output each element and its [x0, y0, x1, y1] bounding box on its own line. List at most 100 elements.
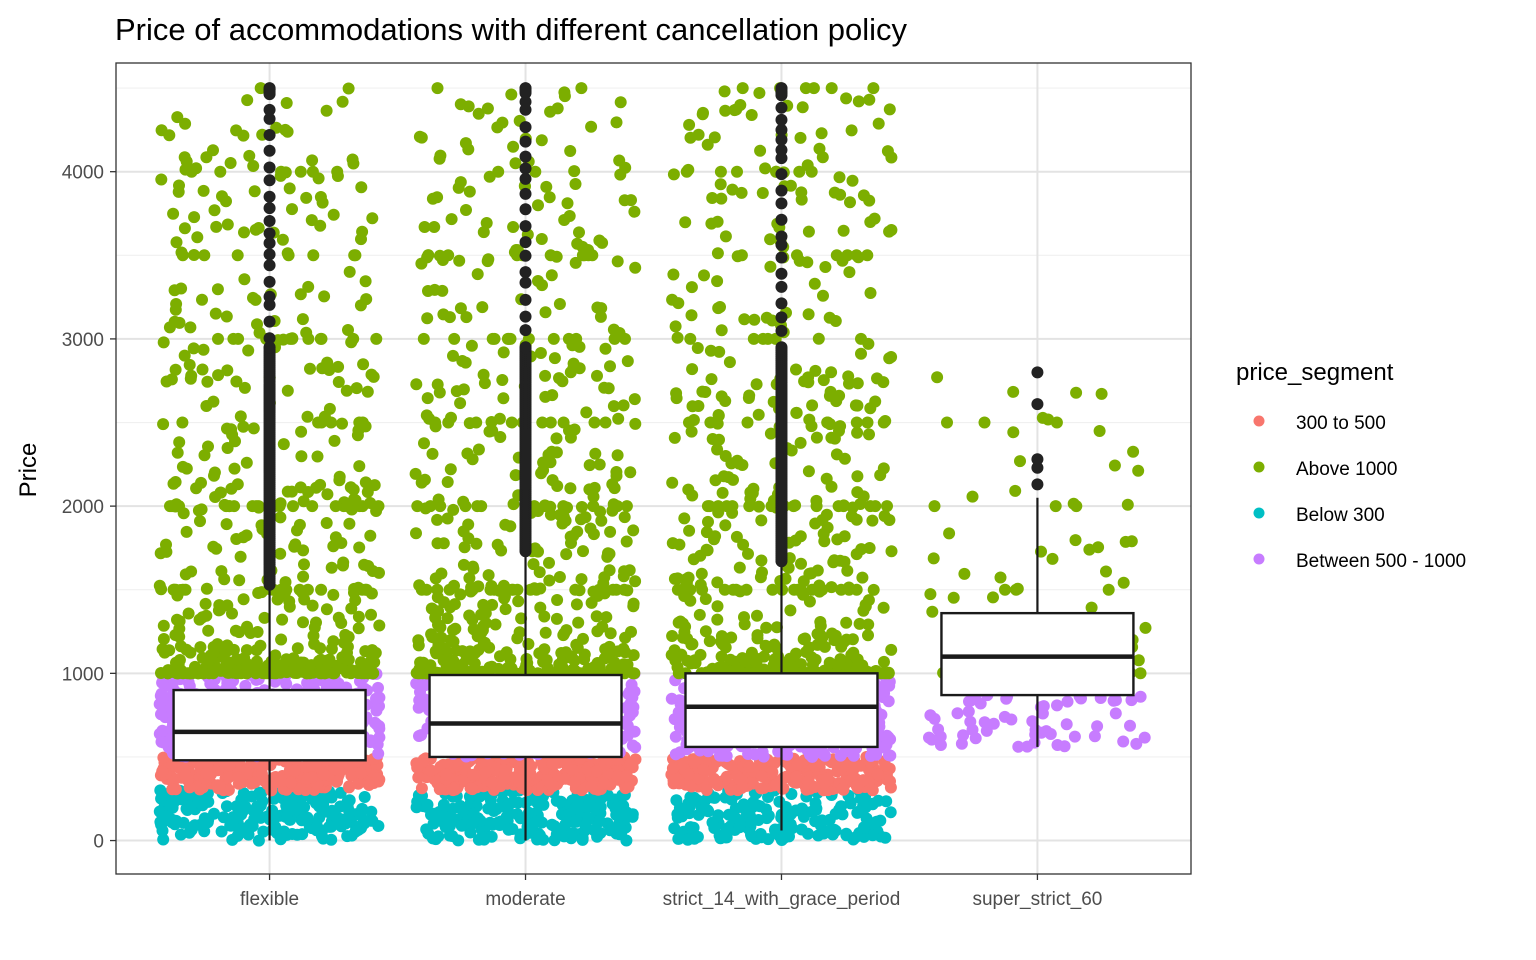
- jitter-point: [494, 431, 507, 443]
- jitter-point: [585, 596, 598, 609]
- jitter-point: [720, 500, 733, 513]
- jitter-point: [751, 609, 763, 622]
- jitter-point: [607, 400, 620, 413]
- jitter-point: [872, 117, 885, 130]
- jitter-point: [485, 830, 498, 843]
- jitter-point: [796, 101, 809, 114]
- legend-label: Between 500 - 1000: [1296, 551, 1466, 572]
- jitter-point: [431, 82, 444, 95]
- jitter-point: [1121, 498, 1134, 511]
- jitter-point: [1108, 459, 1121, 472]
- jitter-point: [838, 555, 851, 568]
- jitter-point: [816, 631, 829, 644]
- jitter-point: [762, 791, 774, 803]
- jitter-point: [418, 221, 431, 233]
- jitter-point: [790, 363, 802, 376]
- jitter-point: [551, 594, 564, 606]
- jitter-point: [512, 796, 525, 809]
- jitter-point: [288, 540, 301, 553]
- jitter-point: [237, 593, 250, 606]
- jitter-point: [852, 251, 865, 264]
- jitter-point: [497, 579, 510, 592]
- jitter-point: [353, 541, 366, 554]
- jitter-point: [856, 571, 869, 584]
- jitter-point: [513, 775, 526, 788]
- jitter-point: [365, 608, 377, 621]
- outlier-point: [263, 202, 276, 215]
- outlier-point: [775, 341, 788, 354]
- jitter-point: [1007, 426, 1020, 439]
- jitter-point: [364, 497, 377, 509]
- jitter-point: [593, 814, 606, 827]
- jitter-point: [747, 482, 760, 495]
- jitter-point: [604, 627, 617, 640]
- jitter-point: [679, 216, 692, 229]
- jitter-point: [157, 789, 170, 802]
- jitter-point: [454, 176, 467, 189]
- jitter-point: [722, 808, 735, 821]
- jitter-point: [838, 530, 851, 543]
- jitter-point: [823, 656, 836, 669]
- jitter-point: [347, 332, 360, 345]
- jitter-point: [712, 409, 725, 421]
- jitter-point: [817, 374, 830, 387]
- jitter-point: [446, 802, 459, 815]
- jitter-point: [180, 525, 193, 538]
- jitter-point: [359, 275, 372, 288]
- jitter-point: [511, 632, 524, 645]
- jitter-point: [851, 399, 864, 412]
- jitter-point: [760, 621, 773, 634]
- jitter-point: [825, 480, 838, 493]
- jitter-point: [702, 515, 714, 528]
- jitter-point: [745, 815, 758, 828]
- jitter-point: [316, 196, 329, 209]
- jitter-point: [185, 369, 198, 382]
- jitter-point: [629, 261, 642, 274]
- jitter-point: [1132, 654, 1145, 667]
- jitter-point: [851, 426, 864, 439]
- jitter-point: [212, 332, 224, 345]
- jitter-point: [507, 583, 519, 596]
- jitter-point: [620, 770, 633, 783]
- jitter-point: [575, 82, 588, 95]
- outlier-point: [263, 215, 276, 227]
- jitter-point: [217, 811, 230, 824]
- jitter-point: [436, 254, 449, 266]
- jitter-point: [172, 185, 185, 198]
- jitter-point: [580, 406, 593, 419]
- outlier-point: [775, 213, 788, 226]
- jitter-point: [456, 355, 469, 367]
- x-tick-label: moderate: [485, 889, 565, 910]
- jitter-point: [778, 831, 791, 844]
- jitter-point: [208, 466, 221, 479]
- jitter-point: [170, 236, 183, 249]
- outlier-point: [519, 135, 532, 148]
- jitter-point: [711, 247, 724, 260]
- jitter-point: [1139, 621, 1152, 634]
- jitter-point: [715, 630, 728, 643]
- jitter-point: [302, 280, 315, 293]
- jitter-point: [223, 759, 236, 772]
- jitter-point: [414, 686, 426, 698]
- jitter-point: [678, 512, 691, 525]
- outlier-point: [263, 315, 276, 328]
- jitter-point: [620, 535, 633, 548]
- jitter-point: [225, 482, 238, 495]
- jitter-point: [1091, 720, 1104, 733]
- jitter-point: [700, 754, 712, 767]
- jitter-point: [817, 527, 830, 540]
- jitter-point: [733, 561, 746, 574]
- jitter-point: [252, 587, 265, 599]
- outlier-point: [775, 197, 788, 210]
- jitter-point: [153, 579, 166, 592]
- jitter-point: [364, 529, 377, 542]
- jitter-point: [795, 193, 808, 206]
- jitter-point: [201, 816, 214, 829]
- jitter-point: [227, 332, 240, 345]
- jitter-point: [541, 774, 554, 787]
- jitter-point: [1068, 730, 1081, 743]
- outlier-point: [263, 275, 276, 288]
- jitter-point: [821, 416, 834, 429]
- jitter-point: [795, 823, 808, 836]
- jitter-point: [208, 204, 221, 217]
